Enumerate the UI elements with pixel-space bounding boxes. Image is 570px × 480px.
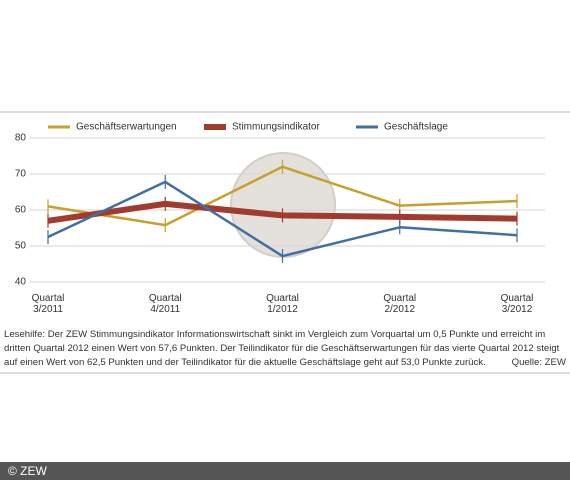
legend-label: Geschäftslage — [384, 122, 448, 133]
x-tick-label: Quartal 2/2012 — [383, 293, 417, 315]
caption-text: Lesehilfe: Der ZEW Stimmungsindikator In… — [4, 329, 560, 368]
y-tick-label: 50 — [15, 241, 27, 252]
legend-label: Stimmungsindikator — [232, 122, 320, 133]
x-tick-label: Quartal 3/2012 — [500, 293, 534, 315]
legend-label: Geschäftserwartungen — [76, 122, 177, 133]
x-tick-label: Quartal 1/2012 — [266, 293, 299, 315]
source: Quelle: ZEW — [511, 357, 566, 368]
y-tick-label: 80 — [15, 133, 27, 144]
y-tick-label: 40 — [15, 277, 27, 288]
y-tick-label: 70 — [15, 169, 27, 180]
caption: Lesehilfe: Der ZEW Stimmungsindikator In… — [4, 328, 566, 370]
x-tick-label: Quartal 4/2011 — [148, 293, 182, 315]
copyright: © ZEW — [8, 464, 47, 478]
x-tick-label: Quartal 3/2011 — [31, 293, 65, 315]
footer-bar: © ZEW — [0, 462, 570, 480]
y-tick-label: 60 — [15, 205, 27, 216]
